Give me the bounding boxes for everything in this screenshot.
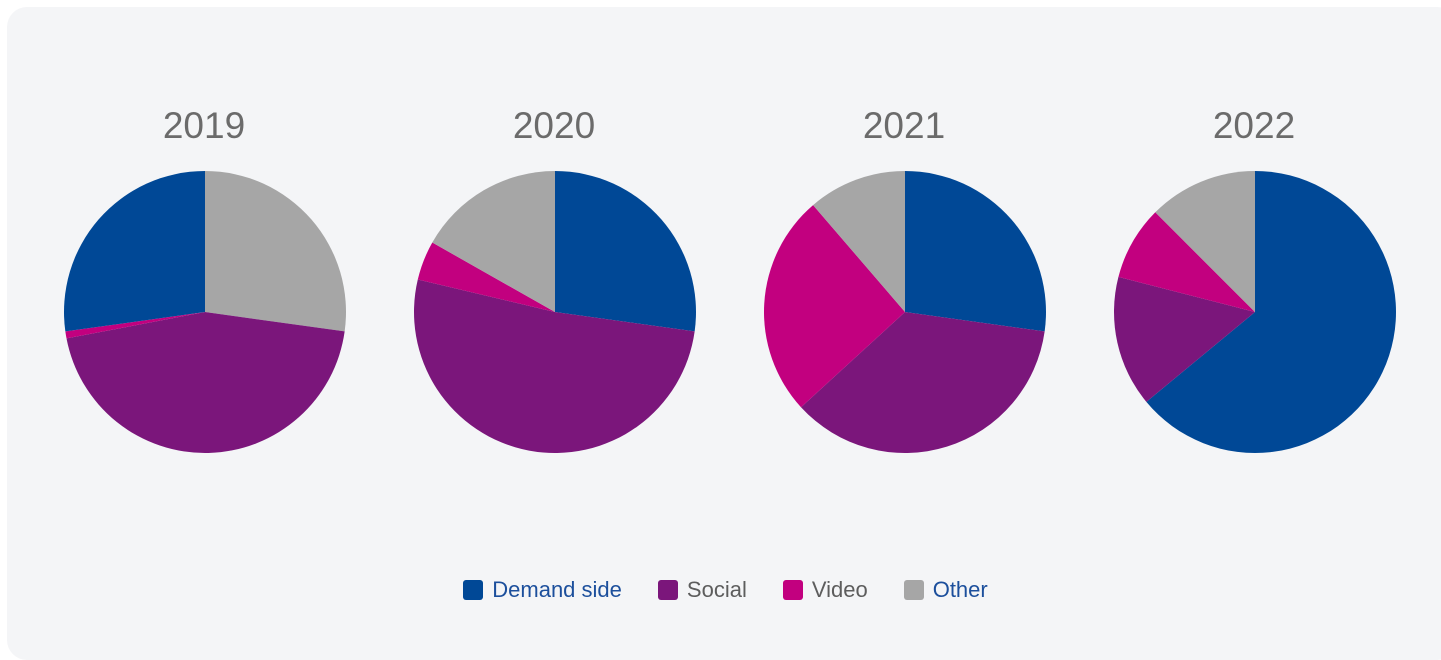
pie-title: 2022 bbox=[1212, 105, 1296, 146]
pie-slice-2020-other bbox=[432, 171, 555, 312]
legend-label-demand-side: Demand side bbox=[492, 577, 622, 602]
pie-title: 2020 bbox=[512, 105, 596, 146]
pie-block-2021: 2021 bbox=[754, 7, 1054, 467]
pie-slice-2021-social bbox=[801, 312, 1045, 453]
pie-slice-2021-other bbox=[813, 171, 905, 312]
pie-block-2022: 2022 bbox=[1104, 7, 1404, 467]
legend-label-other: Other bbox=[932, 577, 988, 602]
pie-slice-2019-social bbox=[66, 312, 345, 453]
chart-card: 2019 2020 2021 2022 bbox=[7, 7, 1441, 660]
legend-label-social: Social bbox=[686, 577, 747, 602]
legend-item-other: Other bbox=[903, 577, 988, 603]
pie-block-2020: 2020 bbox=[404, 7, 704, 467]
legend-swatch-other bbox=[903, 580, 924, 600]
legend-swatch-social bbox=[657, 580, 678, 600]
pie-title: 2021 bbox=[862, 105, 946, 146]
legend: Demand side Social Video Other bbox=[0, 577, 1441, 603]
pie-chart-2020 bbox=[414, 171, 696, 454]
legend-swatch-demand-side bbox=[463, 580, 484, 600]
pie-slice-2021-video bbox=[764, 205, 905, 408]
legend-item-social: Social bbox=[657, 577, 747, 603]
pie-slice-2022-video bbox=[1118, 212, 1255, 312]
pie-slice-2022-other bbox=[1155, 171, 1255, 312]
legend-item-demand-side: Demand side bbox=[463, 577, 622, 603]
pie-slice-2019-demand-side bbox=[64, 171, 205, 332]
pie-chart-2022 bbox=[1114, 171, 1396, 454]
pie-slice-2020-social bbox=[414, 279, 695, 454]
pie-slice-2021-demand-side bbox=[905, 171, 1046, 332]
pie-slice-2019-video bbox=[65, 312, 205, 339]
pie-title: 2019 bbox=[162, 105, 246, 146]
pie-slice-2020-demand-side bbox=[555, 171, 696, 332]
pie-slice-2020-video bbox=[417, 242, 555, 312]
pie-slice-2022-social bbox=[1114, 276, 1255, 402]
pie-slice-2022-demand-side bbox=[1146, 171, 1396, 454]
pie-chart-2021 bbox=[764, 171, 1046, 453]
legend-swatch-video bbox=[782, 580, 803, 600]
pie-block-2019: 2019 bbox=[54, 7, 354, 467]
pie-slice-2019-other bbox=[205, 171, 346, 332]
legend-label-video: Video bbox=[811, 577, 868, 602]
legend-item-video: Video bbox=[782, 577, 868, 603]
pie-chart-2019 bbox=[64, 171, 346, 453]
